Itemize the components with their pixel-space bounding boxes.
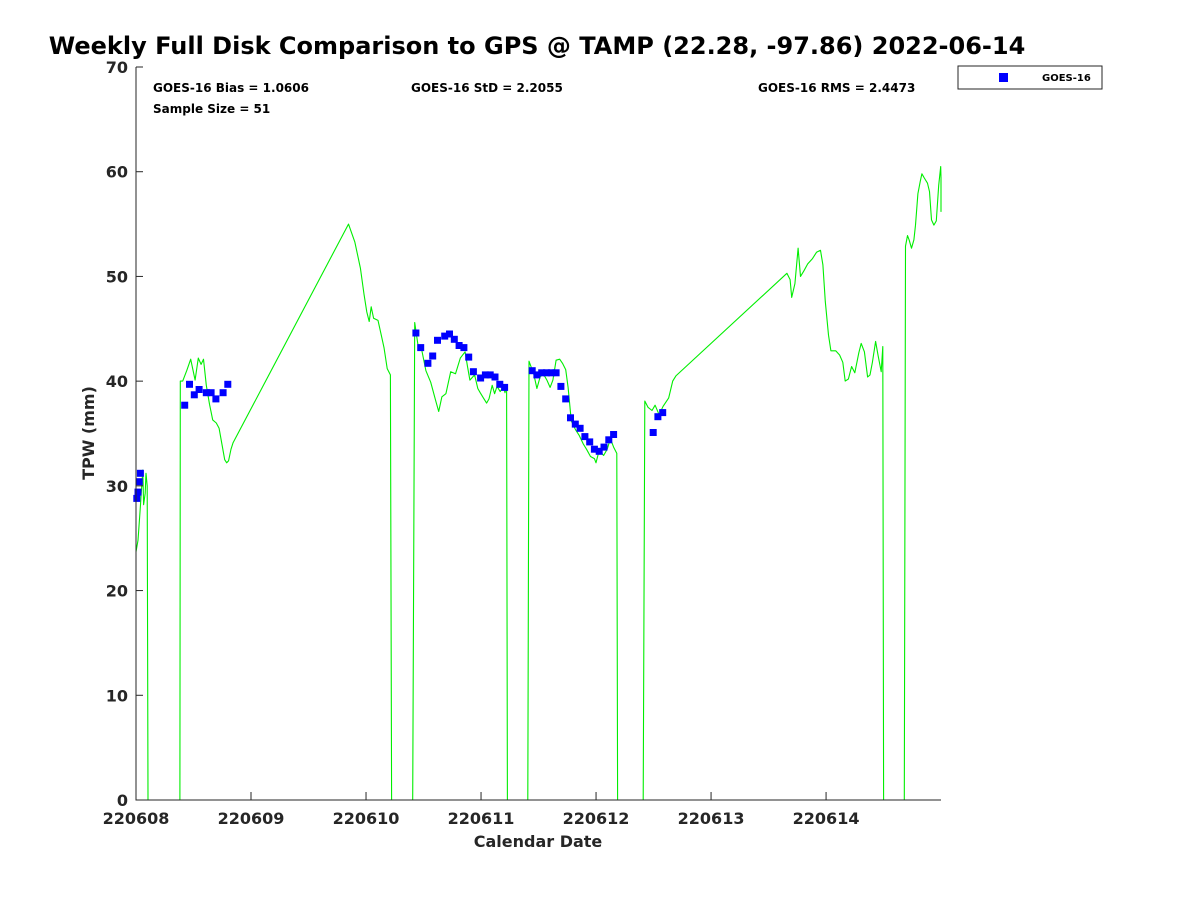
- goes16-point: [600, 443, 608, 451]
- goes16-point: [434, 336, 441, 344]
- y-tick-label: 50: [106, 267, 128, 286]
- goes16-point: [496, 380, 504, 388]
- x-tick-label: 220612: [563, 809, 630, 828]
- goes16-point: [181, 401, 189, 409]
- goes16-point: [465, 353, 473, 361]
- goes16-point: [450, 335, 458, 343]
- y-axis-ticks: 0 10 20 30 40 50 60 70: [106, 58, 143, 810]
- goes16-point: [590, 445, 598, 453]
- goes16-point: [543, 369, 550, 377]
- goes16-point: [412, 329, 420, 337]
- legend-label-goes16: GOES-16: [1042, 73, 1091, 84]
- y-tick-label: 10: [106, 686, 128, 705]
- legend-marker-goes16: [999, 73, 1008, 82]
- goes16-point: [202, 389, 210, 397]
- goes16-point: [586, 438, 594, 446]
- goes16-point: [219, 389, 227, 397]
- y-tick-label: 60: [106, 163, 128, 182]
- goes16-point: [654, 413, 662, 421]
- rms-annotation: GOES-16 RMS = 2.4473: [758, 81, 915, 95]
- goes16-point: [190, 391, 198, 399]
- x-axis-ticks: 220608 220609 220610 220611 220612 220613 2206…: [103, 792, 860, 828]
- goes16-point: [469, 368, 477, 376]
- y-tick-label: 0: [117, 791, 128, 810]
- x-tick-label: 220614: [793, 809, 860, 828]
- y-tick-label: 30: [106, 477, 128, 496]
- legend-box: [957, 65, 1103, 90]
- sample-size-annotation: Sample Size = 51: [153, 102, 270, 116]
- goes16-point: [135, 478, 143, 486]
- goes16-point: [486, 371, 494, 379]
- goes16-point: [212, 395, 220, 403]
- goes16-point: [133, 494, 141, 502]
- legend: GOES-16: [957, 65, 1103, 90]
- goes16-series-markers: [133, 329, 667, 502]
- std-annotation: GOES-16 StD = 2.2055: [411, 81, 563, 95]
- x-tick-label: 220610: [333, 809, 400, 828]
- goes16-point: [538, 369, 546, 377]
- bias-annotation: GOES-16 Bias = 1.0606: [153, 81, 309, 95]
- y-tick-label: 20: [106, 582, 128, 601]
- goes16-point: [659, 409, 667, 417]
- goes16-point: [441, 332, 449, 340]
- goes16-point: [207, 389, 215, 397]
- y-tick-label: 70: [106, 58, 128, 77]
- goes16-point: [136, 469, 144, 477]
- goes16-point: [446, 330, 453, 338]
- goes16-point: [547, 369, 555, 377]
- x-axis-label: Calendar Date: [474, 832, 603, 851]
- goes16-point: [491, 373, 499, 381]
- y-axis-label: TPW (mm): [79, 386, 98, 480]
- goes16-point: [552, 369, 560, 377]
- goes16-point: [134, 488, 142, 496]
- x-tick-label: 220608: [103, 809, 170, 828]
- y-tick-label: 40: [106, 372, 128, 391]
- goes16-point: [595, 447, 603, 455]
- x-tick-label: 220611: [448, 809, 515, 828]
- goes16-point: [528, 367, 536, 375]
- plot-area: [136, 67, 941, 800]
- goes16-point: [481, 371, 489, 379]
- goes16-point: [567, 414, 574, 422]
- goes16-point: [501, 383, 509, 391]
- goes16-point: [455, 342, 463, 349]
- chart-title: Weekly Full Disk Comparison to GPS @ TAM…: [49, 32, 1026, 60]
- goes16-point: [581, 433, 589, 441]
- goes16-point: [610, 431, 618, 438]
- goes16-point: [533, 371, 541, 379]
- goes16-point: [424, 359, 432, 367]
- goes16-point: [224, 380, 232, 388]
- x-tick-label: 220609: [218, 809, 285, 828]
- goes16-point: [429, 352, 437, 360]
- goes16-point: [186, 380, 193, 388]
- goes16-point: [649, 429, 657, 436]
- x-tick-label: 220613: [678, 809, 745, 828]
- goes16-point: [605, 436, 613, 444]
- goes16-point: [460, 344, 468, 352]
- goes16-point: [562, 395, 570, 403]
- goes16-point: [571, 420, 579, 428]
- goes16-point: [417, 344, 425, 352]
- goes16-point: [195, 386, 203, 393]
- goes16-point: [557, 382, 565, 390]
- goes16-point: [576, 424, 584, 432]
- goes16-point: [477, 374, 485, 382]
